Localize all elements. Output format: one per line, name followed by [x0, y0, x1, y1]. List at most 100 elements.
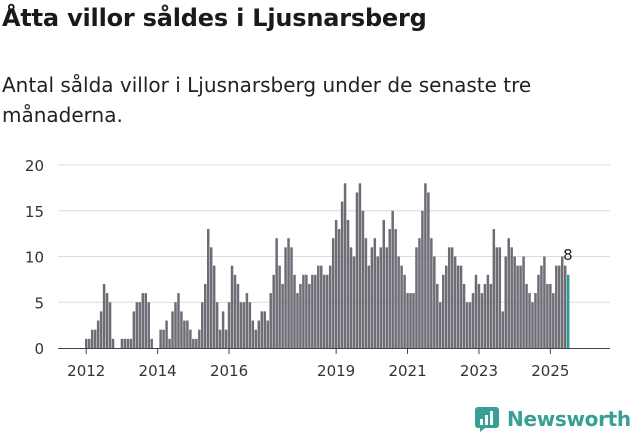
bar: [558, 265, 561, 348]
bar: [165, 320, 168, 348]
bar: [135, 302, 139, 348]
bar: [96, 320, 100, 348]
bar: [296, 293, 299, 348]
bar: [370, 247, 374, 348]
bar: [391, 210, 394, 348]
bar: [308, 283, 311, 348]
bar: [177, 293, 180, 348]
bar: [102, 283, 106, 348]
bar: [355, 192, 359, 348]
bar: [254, 329, 258, 348]
bar: [525, 283, 528, 348]
bar: [522, 256, 525, 348]
bar: [204, 283, 207, 348]
bar: [180, 311, 183, 348]
bar: [85, 338, 88, 348]
bar: [358, 183, 362, 348]
y-tick-label: 0: [34, 340, 44, 358]
bar: [561, 256, 564, 348]
bar: [412, 293, 415, 348]
bar: [233, 274, 237, 348]
bar: [480, 293, 484, 348]
bar: [430, 238, 433, 348]
bar: [212, 265, 216, 348]
bar: [215, 302, 219, 348]
bar: [340, 201, 344, 348]
x-tick-label: 2016: [210, 362, 248, 380]
bar: [364, 238, 368, 348]
bar: [126, 338, 130, 348]
bar: [504, 256, 507, 348]
bar: [320, 265, 323, 348]
page-title: Åtta villor såldes i Ljusnarsberg: [2, 4, 427, 32]
bars: [85, 183, 570, 348]
bar: [120, 338, 124, 348]
bar: [519, 265, 522, 348]
bar: [453, 256, 457, 348]
bar: [174, 302, 177, 348]
bar: [147, 302, 150, 348]
bar: [349, 247, 353, 348]
bar: [507, 238, 510, 348]
bar: [498, 247, 502, 348]
bar: [516, 265, 519, 348]
bar: [242, 302, 246, 348]
newsworthy-logo: Newsworthy: [474, 406, 631, 432]
bar: [442, 274, 445, 348]
bar: [141, 293, 145, 348]
bar: [198, 329, 201, 348]
y-tick-label: 10: [25, 249, 44, 267]
bar: [352, 256, 356, 348]
x-tick-label: 2021: [388, 362, 426, 380]
y-tick-label: 5: [34, 294, 44, 312]
x-tick-label: 2012: [67, 362, 105, 380]
bar: [537, 274, 540, 348]
bar: [257, 320, 261, 348]
bar: [447, 247, 451, 348]
bar: [90, 329, 94, 348]
bar: [471, 293, 475, 348]
bar: [513, 256, 516, 348]
bar: [534, 293, 537, 348]
bar: [263, 311, 266, 348]
bar: [552, 293, 555, 348]
bar: [385, 247, 388, 348]
bar: [477, 283, 481, 348]
y-tick-label: 15: [25, 203, 44, 221]
bar: [400, 265, 403, 348]
bar: [418, 238, 421, 348]
highlight-bar: [566, 274, 570, 348]
bar: [492, 229, 496, 348]
bar: [376, 256, 380, 348]
bar: [290, 247, 293, 348]
bar: [427, 192, 430, 348]
bar: [361, 210, 365, 348]
newsworthy-logo-icon: [475, 407, 499, 432]
bar: [531, 302, 534, 348]
bar: [501, 311, 504, 348]
bar: [272, 274, 275, 348]
bar: [486, 274, 490, 348]
bar: [108, 302, 112, 348]
bar: [183, 320, 186, 348]
x-axis: [58, 348, 610, 354]
bar: [311, 274, 314, 348]
bar: [331, 238, 335, 348]
bar: [162, 329, 165, 348]
bar: [266, 320, 269, 348]
bar: [367, 265, 371, 348]
x-tick-label: 2023: [460, 362, 498, 380]
bar: [314, 274, 317, 348]
bar: [540, 265, 543, 348]
bar: [299, 283, 302, 348]
bar: [150, 338, 153, 348]
bar: [563, 265, 567, 348]
bar: [450, 247, 454, 348]
bar: [468, 302, 472, 348]
bar: [209, 247, 213, 348]
bar: [236, 283, 240, 348]
bar: [144, 293, 147, 348]
bar: [302, 274, 305, 348]
bar: [206, 229, 210, 348]
